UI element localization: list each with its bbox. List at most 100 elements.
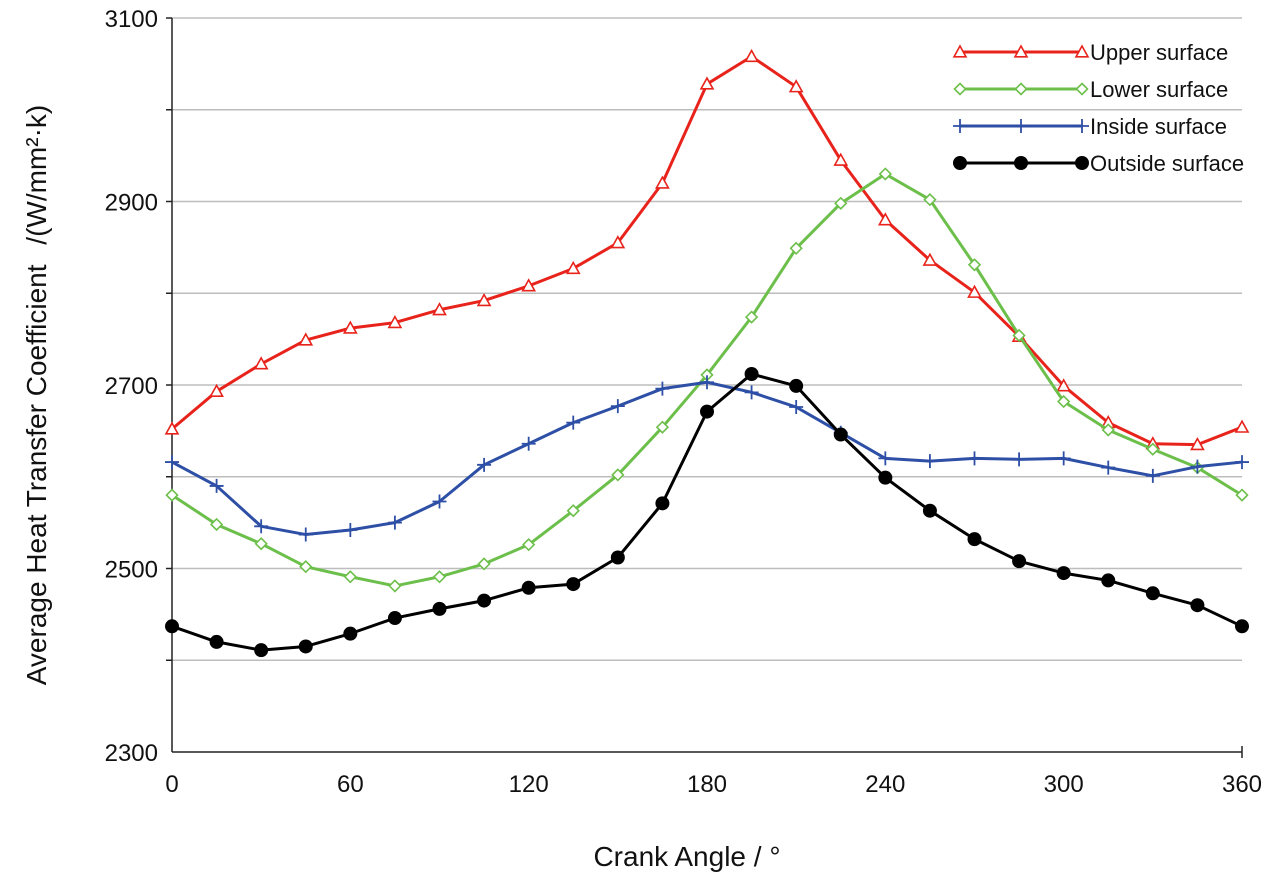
legend-item: Outside surface bbox=[953, 151, 1244, 176]
legend-marker bbox=[1014, 82, 1028, 96]
series-outside-surface bbox=[165, 366, 1249, 658]
data-point bbox=[788, 79, 804, 93]
data-point bbox=[343, 570, 357, 584]
data-point bbox=[566, 504, 580, 518]
data-point bbox=[565, 260, 581, 275]
data-point bbox=[566, 415, 581, 430]
legend-marker bbox=[1014, 156, 1028, 170]
data-point bbox=[967, 451, 982, 466]
data-point bbox=[1145, 586, 1160, 601]
data-point bbox=[254, 519, 269, 534]
legend-marker bbox=[1074, 44, 1090, 58]
data-point bbox=[1101, 460, 1116, 475]
legend-marker bbox=[1075, 156, 1089, 170]
y-tick-label: 3100 bbox=[105, 6, 158, 33]
data-point bbox=[922, 252, 938, 266]
data-point bbox=[209, 478, 224, 493]
data-point bbox=[878, 470, 893, 485]
data-point bbox=[298, 527, 313, 542]
tick-labels: 0 60 120 180 240 300 360 2300 2500 2700 2900 3100 bbox=[105, 6, 1262, 798]
data-point bbox=[477, 557, 491, 571]
data-point bbox=[209, 517, 224, 532]
data-point bbox=[432, 570, 447, 584]
data-point bbox=[1146, 442, 1160, 456]
data-point bbox=[744, 48, 759, 63]
legend-item: Inside surface bbox=[953, 114, 1227, 139]
legend: Upper surface Lower surface Inside surface… bbox=[952, 40, 1244, 176]
legend-marker bbox=[1075, 82, 1089, 96]
data-point bbox=[432, 494, 447, 509]
legend-label: Upper surface bbox=[1090, 40, 1228, 65]
data-point bbox=[699, 76, 715, 90]
y-tick-label: 2500 bbox=[105, 557, 158, 584]
data-point bbox=[164, 421, 180, 435]
data-point bbox=[967, 258, 982, 272]
data-point bbox=[522, 538, 536, 552]
data-point bbox=[209, 383, 224, 398]
data-point bbox=[1056, 566, 1071, 581]
series-inside-surface bbox=[165, 375, 1249, 542]
legend-marker bbox=[952, 44, 968, 58]
data-point bbox=[387, 314, 403, 329]
data-point bbox=[789, 241, 803, 255]
data-point bbox=[655, 175, 670, 189]
gridlines bbox=[172, 17, 1242, 661]
data-point bbox=[254, 537, 268, 551]
series-lines bbox=[164, 48, 1250, 658]
data-point bbox=[700, 375, 714, 390]
y-tick-label: 2700 bbox=[105, 373, 158, 400]
legend-label: Lower surface bbox=[1090, 77, 1228, 102]
data-point bbox=[967, 284, 982, 298]
legend-item: Upper surface bbox=[952, 40, 1228, 65]
data-point bbox=[521, 580, 536, 595]
data-point bbox=[655, 496, 670, 511]
data-point bbox=[477, 593, 492, 608]
data-point bbox=[1057, 394, 1071, 409]
data-point bbox=[1234, 419, 1250, 433]
data-point bbox=[1235, 488, 1249, 502]
data-point bbox=[833, 427, 848, 442]
legend-label: Inside surface bbox=[1090, 114, 1227, 139]
data-point bbox=[342, 320, 358, 334]
data-point bbox=[655, 420, 670, 434]
y-axis-title: Average Heat Transfer Coefficient /(W/mm… bbox=[21, 105, 52, 685]
data-point bbox=[254, 643, 269, 658]
data-point bbox=[209, 634, 224, 649]
data-point bbox=[253, 356, 269, 370]
x-tick-label: 0 bbox=[165, 771, 178, 798]
data-point bbox=[1190, 436, 1205, 451]
data-point bbox=[878, 451, 893, 466]
legend-marker bbox=[1014, 119, 1028, 133]
data-point bbox=[566, 577, 581, 592]
legend-marker bbox=[953, 119, 967, 133]
data-point bbox=[700, 404, 714, 419]
data-point bbox=[477, 457, 492, 472]
x-tick-label: 180 bbox=[687, 771, 727, 798]
data-point bbox=[610, 235, 626, 249]
data-point bbox=[432, 601, 447, 616]
axes bbox=[166, 17, 1243, 758]
data-point bbox=[299, 560, 313, 574]
series-upper-surface bbox=[164, 48, 1250, 451]
y-tick-label: 2900 bbox=[105, 190, 158, 217]
data-point bbox=[744, 366, 759, 381]
data-point bbox=[611, 468, 625, 482]
data-point bbox=[387, 515, 402, 530]
data-point bbox=[789, 400, 804, 415]
data-point bbox=[298, 639, 313, 654]
data-point bbox=[1101, 573, 1116, 588]
data-point bbox=[1012, 452, 1027, 467]
data-point bbox=[610, 399, 625, 414]
series-lower-surface bbox=[165, 167, 1249, 593]
data-point bbox=[1012, 554, 1027, 569]
data-point bbox=[789, 378, 804, 393]
x-axis-title: Crank Angle / ° bbox=[593, 841, 780, 872]
data-point bbox=[922, 454, 937, 469]
x-tick-label: 360 bbox=[1222, 771, 1262, 798]
data-point bbox=[1235, 455, 1249, 470]
x-tick-label: 60 bbox=[337, 771, 364, 798]
data-point bbox=[967, 532, 982, 547]
data-point bbox=[1190, 598, 1205, 613]
legend-marker bbox=[953, 156, 967, 170]
